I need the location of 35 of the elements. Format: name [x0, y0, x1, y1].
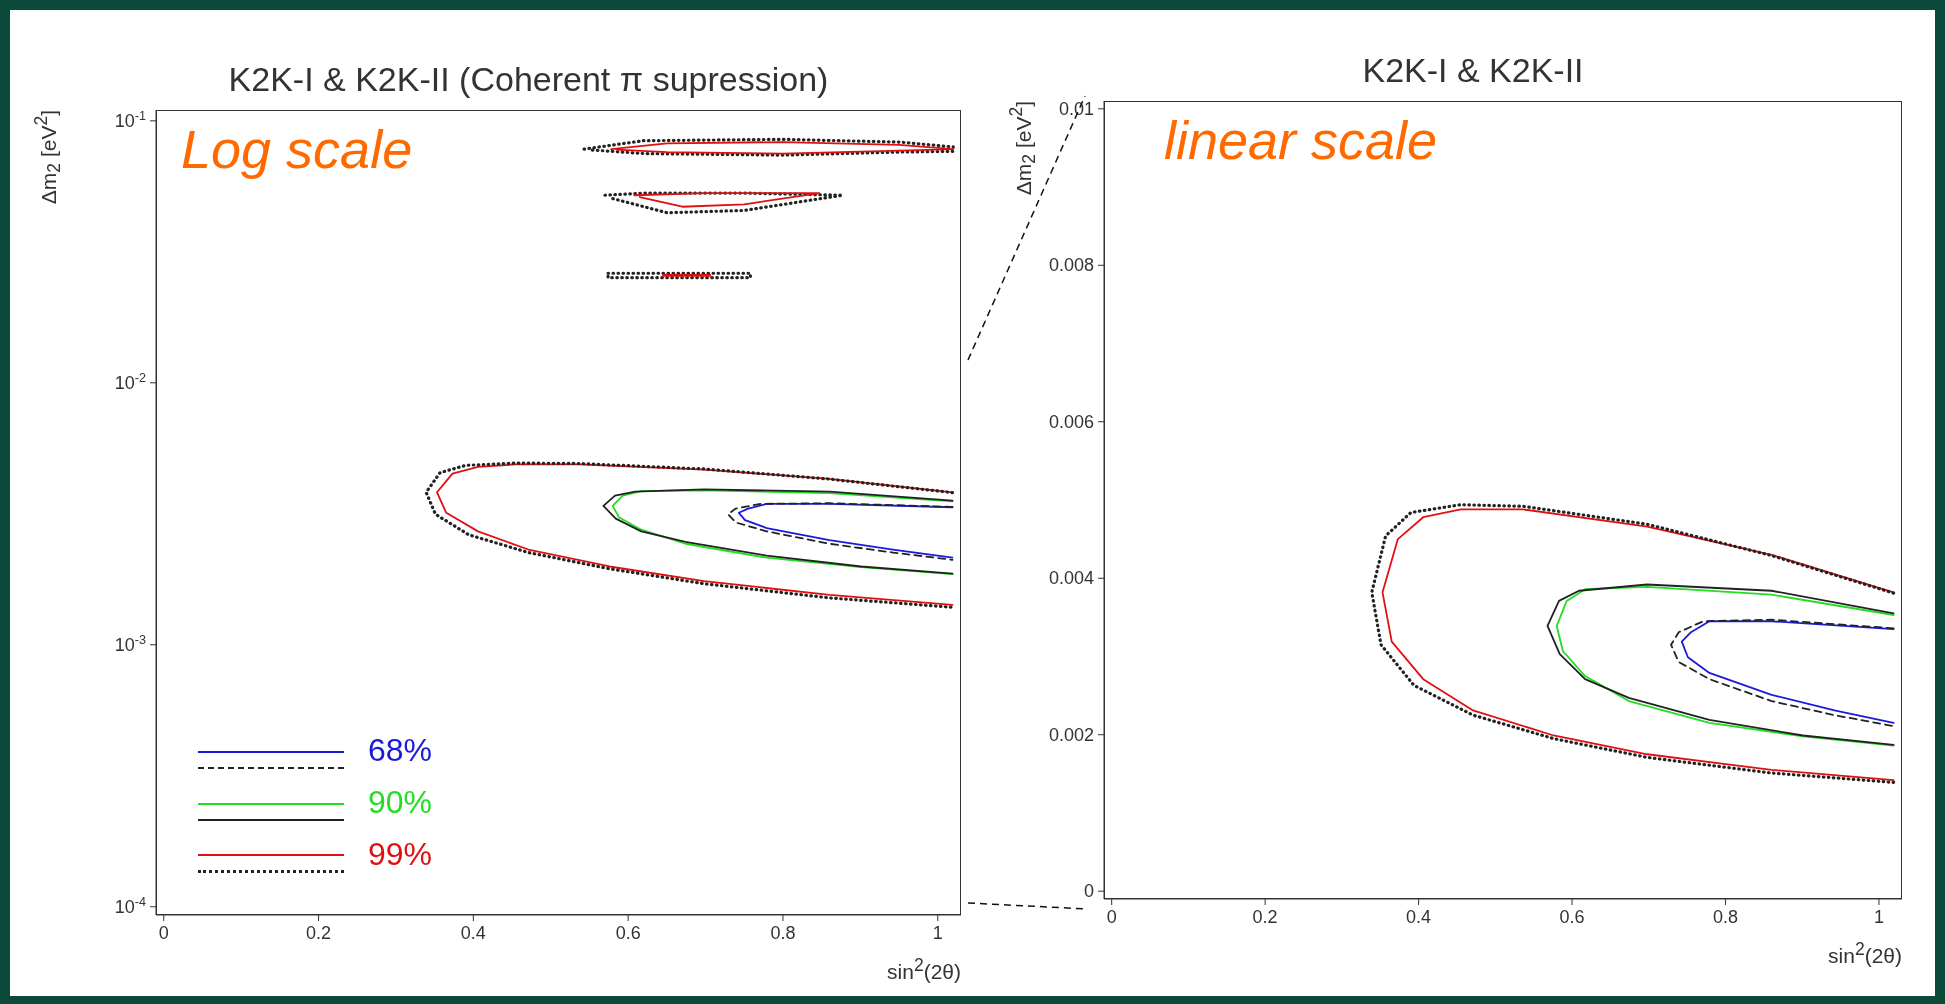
x-tick-label: 0.6: [615, 923, 641, 943]
y-tick-label: 10$^{-1}$: [114, 108, 146, 131]
legend-label: 99%: [368, 836, 433, 874]
y-tick-label: 0.006: [1048, 411, 1094, 432]
y-tick-label: 0: [1083, 881, 1094, 902]
y-tick-label: 10$^{-4}$: [114, 894, 146, 917]
chart-title: K2K-I & K2K-II: [1361, 51, 1585, 90]
y-tick-label: 0.008: [1048, 255, 1094, 276]
y-tick-label: 0.002: [1048, 724, 1094, 745]
x-tick-label: 0: [158, 923, 169, 943]
x-tick-label: 0.8: [1713, 907, 1739, 927]
legend-label: 68%: [368, 732, 433, 770]
y-tick-label: 0.01: [1058, 98, 1094, 119]
x-tick-label: 1: [932, 923, 943, 943]
line-series: [610, 141, 955, 155]
line-series: [603, 191, 845, 215]
x-axis-title: sin$^{2}$(2θ): [887, 955, 961, 984]
x-tick-label: 0.4: [460, 923, 486, 943]
x-axis-title: sin$^{2}$(2θ): [1828, 939, 1902, 968]
chart-title: K2K-I & K2K-II (Coherent π supression): [227, 60, 830, 99]
line-series: [582, 137, 955, 157]
y-tick-label: 0.004: [1048, 568, 1094, 589]
legend-label: 90%: [368, 784, 433, 822]
x-tick-label: 1: [1873, 907, 1884, 927]
x-tick-label: 0.8: [770, 923, 796, 943]
x-tick-label: 0.4: [1406, 907, 1432, 927]
y-tick-label: 10$^{-3}$: [114, 632, 146, 655]
y-tick-label: 10$^{-2}$: [114, 370, 146, 393]
x-tick-label: 0.6: [1559, 907, 1585, 927]
line-series: [633, 192, 821, 208]
x-tick-label: 0: [1106, 907, 1117, 927]
x-tick-label: 0.2: [1252, 907, 1278, 927]
x-tick-label: 0.2: [306, 923, 332, 943]
annotation: linear scale: [1164, 109, 1438, 171]
annotation: Log scale: [181, 118, 413, 180]
